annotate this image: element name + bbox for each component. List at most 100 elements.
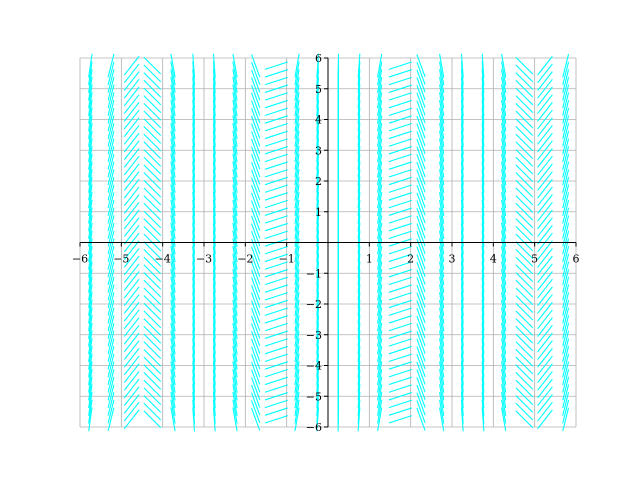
slope-segment [251, 184, 261, 208]
slope-segment [251, 131, 261, 155]
slope-segment [562, 138, 570, 163]
slope-segment [515, 195, 534, 213]
slope-segment [294, 338, 300, 363]
slope-segment [294, 307, 300, 332]
slope-segment [123, 340, 140, 360]
slope-segment [143, 272, 162, 290]
slope-segment [537, 340, 553, 360]
slope-segment [170, 284, 176, 309]
slope-segment [143, 256, 162, 275]
slope-segment [232, 368, 238, 393]
slope-segment [123, 217, 140, 237]
slope-segment [251, 123, 261, 147]
slope-segment [123, 401, 140, 422]
slope-segment [377, 169, 383, 193]
slope-segment [170, 376, 176, 401]
slope-segment [170, 184, 176, 209]
slope-segment [537, 117, 553, 137]
x-tick-label: −6 [72, 253, 88, 266]
slope-segment [439, 261, 445, 286]
slope-segment [377, 399, 383, 424]
slope-segment [537, 201, 553, 222]
slope-segment [294, 84, 300, 109]
slope-segment [439, 269, 445, 293]
slope-segment [232, 115, 238, 140]
slope-segment [294, 376, 300, 401]
slope-segment [562, 353, 570, 378]
slope-segment [294, 330, 300, 355]
slope-segment [294, 361, 300, 386]
slope-segment [562, 92, 570, 116]
slope-segment [501, 392, 507, 416]
slope-segment [88, 345, 93, 370]
slope-segment [123, 263, 140, 284]
x-tick-label: 4 [490, 253, 497, 266]
slope-segment [170, 92, 176, 117]
slope-segment [170, 307, 176, 332]
slope-segment [501, 61, 507, 86]
slope-segment [537, 86, 553, 107]
slope-segment [416, 115, 426, 139]
slope-segment [388, 192, 412, 201]
slope-segment [537, 109, 553, 130]
x-tick-label: 6 [573, 253, 580, 266]
slope-segment [123, 155, 140, 176]
slope-segment [515, 64, 534, 83]
slope-segment [264, 345, 288, 355]
slope-segment [515, 395, 534, 413]
slope-segment [88, 99, 93, 124]
slope-segment [416, 138, 426, 162]
slope-segment [88, 376, 93, 401]
slope-segment [562, 384, 570, 409]
x-tick-label: −2 [237, 253, 253, 266]
slope-segment [88, 353, 93, 378]
slope-segment [170, 399, 176, 424]
slope-segment [439, 353, 445, 378]
slope-segment [107, 369, 115, 393]
slope-segment [143, 95, 162, 113]
slope-segment [416, 184, 426, 208]
slope-segment [501, 299, 507, 324]
slope-segment [562, 61, 570, 86]
slope-segment [88, 107, 93, 132]
slope-segment [107, 392, 115, 416]
slope-segment [377, 307, 383, 332]
slope-segment [170, 192, 176, 216]
slope-segment [264, 353, 288, 363]
slope-segment [232, 122, 238, 147]
slope-segment [501, 276, 507, 301]
slope-segment [515, 110, 534, 129]
slope-segment [88, 69, 93, 94]
slope-segment [501, 215, 507, 240]
slope-segment [251, 108, 261, 131]
y-tick-label: 1 [315, 206, 322, 219]
slope-segment [501, 192, 507, 216]
slope-segment [416, 261, 426, 285]
slope-segment [170, 299, 176, 324]
slope-segment [537, 132, 553, 153]
slope-segment [123, 209, 140, 230]
slope-segment [123, 240, 140, 260]
slope-segment [294, 138, 300, 163]
slope-segment [251, 300, 261, 324]
x-tick-label: −5 [113, 253, 129, 266]
slope-segment [377, 261, 383, 286]
slope-segment [251, 361, 261, 385]
slope-segment [501, 261, 507, 286]
slope-segment [107, 376, 115, 401]
slope-segment [501, 330, 507, 355]
slope-segment [123, 109, 140, 130]
slope-segment [232, 292, 238, 316]
slope-segment [416, 361, 426, 385]
slope-segment [515, 72, 534, 90]
slope-segment [501, 253, 507, 278]
slope-segment [562, 169, 570, 193]
slope-segment [232, 361, 238, 386]
slope-segment [123, 286, 140, 307]
slope-segment [562, 361, 570, 385]
slope-segment [562, 107, 570, 132]
slope-segment [264, 61, 288, 70]
slope-segment [294, 261, 300, 286]
slope-segment [501, 315, 507, 339]
slope-segment [264, 292, 288, 301]
